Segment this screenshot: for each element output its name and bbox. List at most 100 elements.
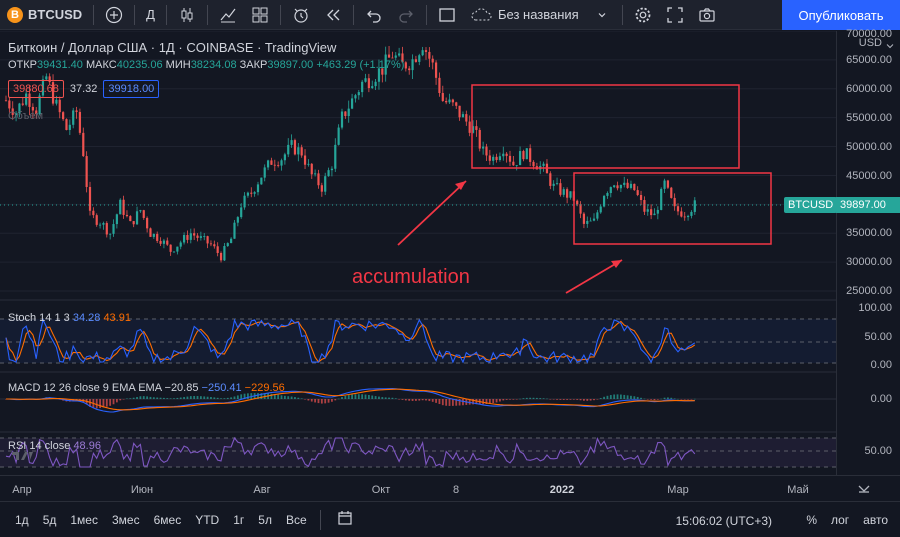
price-axis[interactable]: USD 70000.00 65000.00 60000.00 55000.00 … [836,28,900,475]
candle [361,81,364,93]
range-6m[interactable]: 6мес [153,512,182,527]
macd-bar [391,397,394,399]
candle [216,246,219,253]
candle [327,170,330,177]
macd-bar [169,398,172,399]
redo-button[interactable] [390,0,422,30]
macd-bar [408,399,411,401]
clock[interactable]: 15:06:02 (UTC+3) [675,514,772,528]
macd-bar [546,398,548,400]
goto-date-icon[interactable] [856,481,872,500]
macd-bar [112,399,115,405]
macd-bar [374,396,377,399]
range-all[interactable]: Все [285,512,307,527]
candle [266,160,270,168]
indicators-button[interactable] [212,0,244,30]
resistance-box [471,84,740,169]
macd-bar [304,399,306,400]
arrow-head-left [455,181,466,190]
macd-bar [556,399,558,400]
time-label: 8 [452,484,460,496]
macd-bar [179,397,182,399]
candle [391,57,394,59]
sell-price[interactable]: 39880.68 [8,80,64,98]
square-icon [438,6,456,24]
replay-button[interactable] [317,0,349,30]
date-range-icon[interactable] [337,510,353,529]
layout-name-menu[interactable]: Без названия [463,0,618,30]
candle [676,206,680,212]
candle [485,146,488,156]
percent-scale-toggle[interactable]: % [806,513,817,527]
arrow-line-left [397,180,467,246]
macd-bar [213,397,216,399]
macd-bar [351,394,353,399]
chart-type-button[interactable] [171,0,203,30]
macd-bar [646,399,649,400]
price-chart[interactable] [0,31,836,475]
publish-button[interactable]: Опубликовать [782,0,900,30]
macd-bar [542,398,545,399]
currency-label[interactable]: USD [858,37,882,49]
candle [159,240,162,244]
candle [579,204,582,214]
interval-button[interactable]: Д [146,7,155,22]
range-1m[interactable]: 1мес [70,512,98,527]
range-ytd[interactable]: YTD [195,512,220,527]
macd-bar [129,398,132,399]
candle [478,129,481,149]
candle [199,236,202,238]
macd-bar [146,396,149,399]
macd-bar [354,394,357,399]
scale-options: % лог авто [806,513,888,527]
candle [576,200,579,205]
symbol-selector[interactable]: B BTCUSD [0,0,89,30]
candle [357,92,360,96]
candle [182,235,186,243]
settings-button[interactable] [627,0,659,30]
candle [656,209,659,214]
candle [337,127,340,145]
candle [246,192,250,196]
range-1y[interactable]: 1г [233,512,245,527]
log-scale-toggle[interactable]: лог [830,513,850,527]
time-axis[interactable]: Апр Июн Авг Окт 8 2022 Мар Май [0,475,900,501]
undo-button[interactable] [358,0,390,30]
candle [398,53,401,56]
candle [250,192,253,194]
candle [135,211,139,225]
stoch-level: 0.00 [870,359,892,371]
macd-bar [220,398,222,399]
candle [25,93,28,105]
annotation-text[interactable]: accumulation [352,266,470,288]
alert-button[interactable] [285,0,317,30]
candle [629,183,633,188]
macd-bar [186,396,189,399]
candle [146,217,149,229]
auto-scale-toggle[interactable]: авто [863,513,888,527]
candle [213,244,216,247]
macd-bar [297,397,300,399]
candle [169,244,172,252]
candle [508,155,512,162]
range-5y[interactable]: 5л [258,512,272,527]
selection-button[interactable] [431,0,463,30]
candle [152,233,155,237]
layout-grid-button[interactable] [244,0,276,30]
macd-bar [283,395,286,399]
chevron-down-icon [886,39,894,53]
macd-bar [482,399,485,405]
time-label: Мар [667,484,689,496]
macd-bar [119,399,122,401]
range-5d[interactable]: 5д [42,512,57,527]
candle [277,165,280,166]
fullscreen-button[interactable] [659,0,691,30]
screenshot-button[interactable] [691,0,723,30]
candle [105,223,108,235]
compare-button[interactable] [98,0,130,30]
price-label: 70000.00 [846,28,892,40]
range-3m[interactable]: 3мес [111,512,140,527]
macd-bar [388,397,390,399]
range-1d[interactable]: 1д [15,512,29,527]
buy-price[interactable]: 39918.00 [103,80,160,98]
